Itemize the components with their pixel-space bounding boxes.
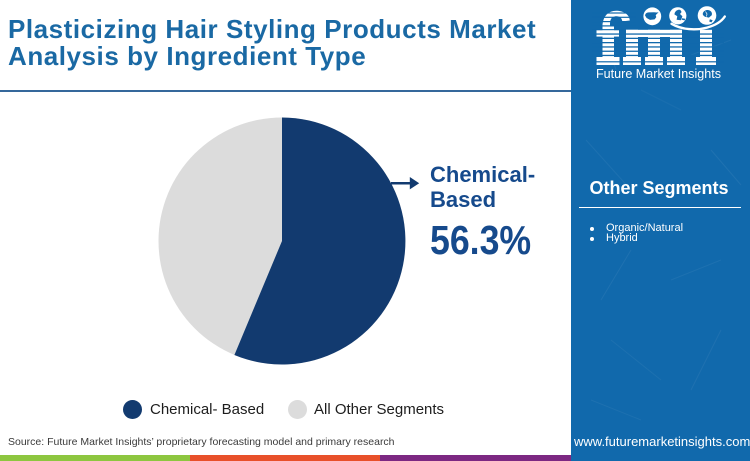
svg-text:Future Market Insights: Future Market Insights	[596, 66, 721, 81]
